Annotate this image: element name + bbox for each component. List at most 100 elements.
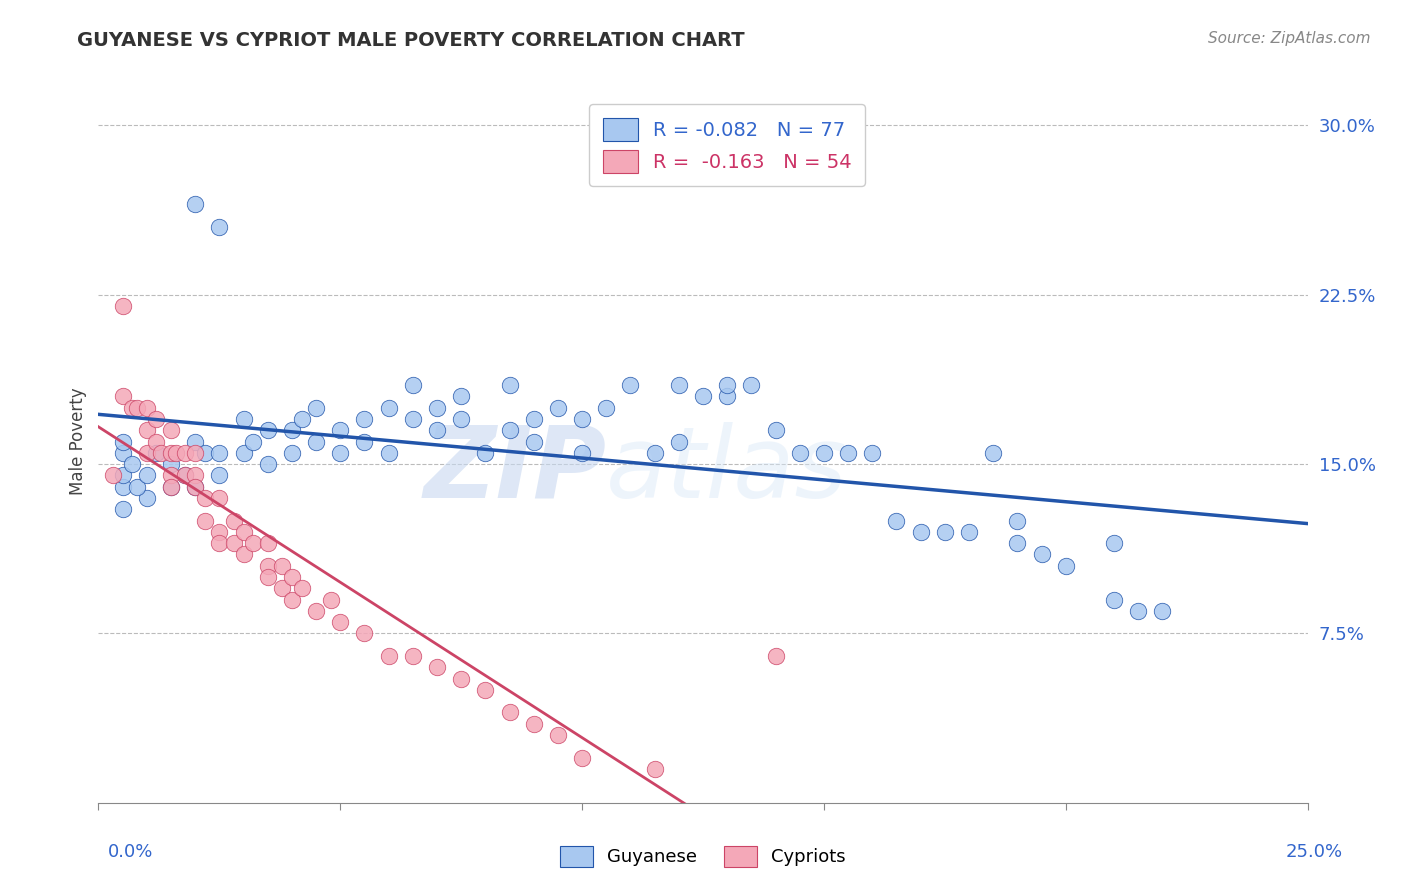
Point <box>160 423 183 437</box>
Point <box>1152 604 1174 618</box>
Point <box>886 514 908 528</box>
Point <box>208 468 231 483</box>
Point <box>644 762 666 776</box>
Point <box>353 434 375 449</box>
Point <box>547 728 569 742</box>
Point <box>377 446 399 460</box>
Point <box>222 514 245 528</box>
Point <box>1102 592 1125 607</box>
Point <box>571 750 593 764</box>
Point <box>208 220 231 235</box>
Point <box>184 468 207 483</box>
Point <box>402 648 425 663</box>
Text: 0.0%: 0.0% <box>108 843 153 861</box>
Point <box>160 457 183 471</box>
Point <box>668 378 690 392</box>
Point <box>1054 558 1077 573</box>
Point <box>981 446 1004 460</box>
Point <box>450 412 472 426</box>
Point <box>184 197 207 211</box>
Point <box>813 446 835 460</box>
Point <box>1031 548 1053 562</box>
Point <box>450 672 472 686</box>
Point <box>232 524 254 539</box>
Point <box>208 524 231 539</box>
Point <box>242 536 264 550</box>
Point <box>184 434 207 449</box>
Point <box>789 446 811 460</box>
Point <box>271 558 294 573</box>
Point <box>305 434 328 449</box>
Text: ZIP: ZIP <box>423 422 606 519</box>
Point <box>290 582 312 596</box>
Point <box>934 524 956 539</box>
Point <box>174 468 197 483</box>
Point <box>135 446 157 460</box>
Point <box>329 446 352 460</box>
Point <box>184 480 207 494</box>
Point <box>160 468 183 483</box>
Legend: Guyanese, Cypriots: Guyanese, Cypriots <box>553 838 853 874</box>
Point <box>281 446 304 460</box>
Y-axis label: Male Poverty: Male Poverty <box>69 388 87 495</box>
Point <box>716 389 738 403</box>
Point <box>256 457 278 471</box>
Point <box>305 401 328 415</box>
Point <box>281 592 304 607</box>
Point <box>121 457 143 471</box>
Point <box>194 446 217 460</box>
Point <box>281 423 304 437</box>
Point <box>329 423 352 437</box>
Point <box>547 401 569 415</box>
Point <box>402 378 425 392</box>
Text: 25.0%: 25.0% <box>1285 843 1343 861</box>
Point <box>111 389 134 403</box>
Point <box>957 524 980 539</box>
Point <box>111 434 134 449</box>
Point <box>121 401 143 415</box>
Point <box>498 706 520 720</box>
Point <box>256 558 278 573</box>
Point <box>222 536 245 550</box>
Point <box>127 401 149 415</box>
Point <box>319 592 342 607</box>
Point <box>256 570 278 584</box>
Point <box>184 446 207 460</box>
Point <box>571 412 593 426</box>
Point <box>184 480 207 494</box>
Point <box>135 468 157 483</box>
Point <box>111 299 134 313</box>
Point <box>194 514 217 528</box>
Point <box>135 423 157 437</box>
Point <box>668 434 690 449</box>
Point <box>716 378 738 392</box>
Point <box>498 423 520 437</box>
Point <box>111 502 134 516</box>
Point <box>644 446 666 460</box>
Point <box>1007 514 1029 528</box>
Point <box>160 480 183 494</box>
Point <box>160 446 183 460</box>
Point <box>377 648 399 663</box>
Point <box>1128 604 1150 618</box>
Point <box>208 491 231 505</box>
Point <box>232 446 254 460</box>
Point <box>619 378 641 392</box>
Point <box>160 480 183 494</box>
Point <box>860 446 883 460</box>
Point <box>135 401 157 415</box>
Point <box>305 604 328 618</box>
Point <box>765 648 787 663</box>
Point <box>402 412 425 426</box>
Point <box>256 536 278 550</box>
Point <box>101 468 124 483</box>
Point <box>1007 536 1029 550</box>
Point <box>232 548 254 562</box>
Point <box>692 389 714 403</box>
Point <box>165 446 187 460</box>
Point <box>837 446 859 460</box>
Point <box>595 401 617 415</box>
Point <box>208 536 231 550</box>
Point <box>271 582 294 596</box>
Point <box>523 412 546 426</box>
